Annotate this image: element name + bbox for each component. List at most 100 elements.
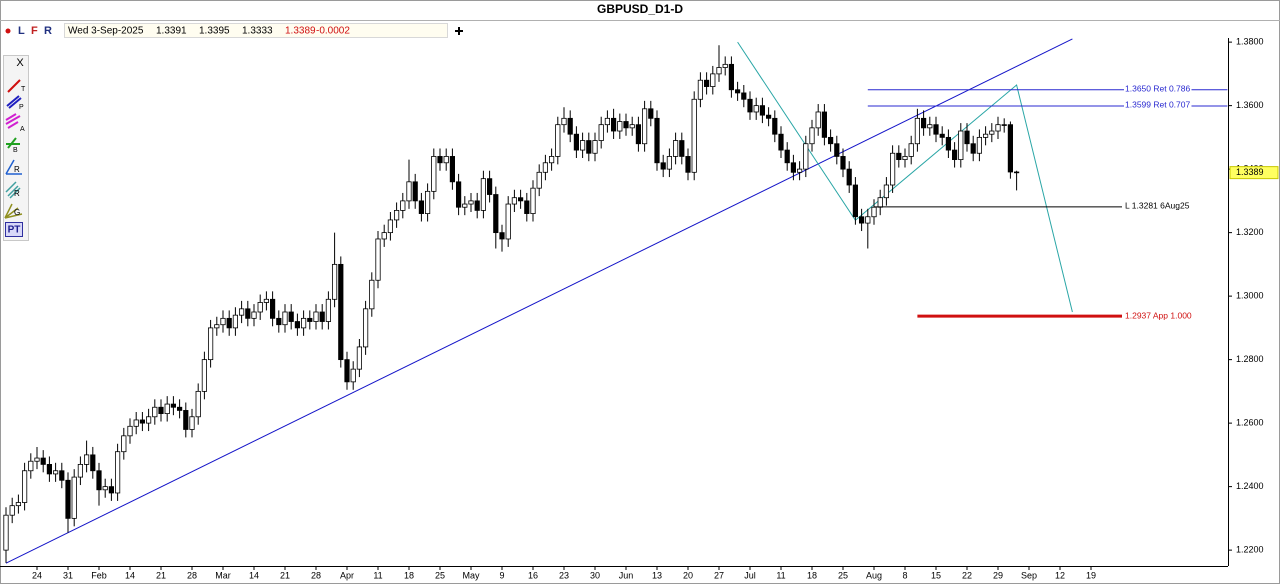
candle-body bbox=[319, 311, 325, 322]
x-tick-label: 16 bbox=[528, 570, 538, 580]
window-title: GBPUSD_D1-D bbox=[597, 2, 683, 16]
y-tick-label: 1.2200 bbox=[1236, 545, 1264, 555]
plot-area bbox=[3, 38, 1228, 564]
candle-body bbox=[803, 143, 809, 170]
tool-icon[interactable] bbox=[5, 181, 21, 199]
x-tick-label: 25 bbox=[435, 570, 445, 580]
x-tick-label: 11 bbox=[373, 570, 382, 580]
candle-body bbox=[288, 311, 294, 322]
candle-body bbox=[809, 127, 815, 145]
candle-body bbox=[542, 162, 549, 173]
candle-body bbox=[263, 298, 270, 303]
level-label: L 1.3281 6Aug25 bbox=[1125, 201, 1190, 211]
candle-body bbox=[356, 346, 363, 370]
x-tick-label: 23 bbox=[559, 570, 569, 580]
level-label: 1.3650 Ret 0.786 bbox=[1125, 84, 1190, 94]
candle-body bbox=[815, 111, 821, 129]
y-tick-label: 1.2800 bbox=[1236, 354, 1264, 364]
candle-body bbox=[902, 156, 908, 161]
candle-body bbox=[139, 419, 145, 424]
x-tick-label: Mar bbox=[215, 570, 231, 580]
candle-body bbox=[486, 178, 493, 195]
candle-body bbox=[455, 181, 462, 208]
candle-body bbox=[176, 406, 183, 411]
candle-body bbox=[784, 149, 790, 164]
candle-body bbox=[945, 136, 952, 151]
y-tick-label: 1.3600 bbox=[1236, 100, 1264, 110]
candle-body bbox=[666, 156, 673, 170]
candle-body bbox=[431, 156, 437, 192]
x-tick-label: 25 bbox=[838, 570, 848, 580]
candle-body bbox=[201, 359, 207, 392]
add-button[interactable] bbox=[455, 27, 463, 35]
x-tick-label: Apr bbox=[340, 570, 354, 580]
candle-body bbox=[821, 111, 828, 138]
trendline bbox=[737, 41, 1073, 313]
candle-body bbox=[952, 149, 958, 161]
toolbar-button[interactable]: F bbox=[31, 25, 38, 37]
x-tick-label: Jul bbox=[744, 570, 756, 580]
candle-body bbox=[46, 464, 53, 475]
level-label-bg bbox=[1124, 200, 1191, 211]
info-box bbox=[64, 23, 448, 38]
toolbar-close[interactable]: X bbox=[16, 57, 24, 69]
candle-body bbox=[424, 190, 431, 214]
tool-label[interactable]: G bbox=[14, 208, 20, 217]
candle-body bbox=[493, 194, 499, 234]
candle-body bbox=[834, 143, 840, 157]
candle-body bbox=[15, 502, 22, 507]
candle-body bbox=[908, 143, 914, 157]
candle-body bbox=[790, 162, 797, 173]
candle-body bbox=[220, 317, 226, 326]
tool-icon[interactable] bbox=[6, 95, 22, 109]
tool-label[interactable]: P bbox=[19, 104, 24, 111]
candle-body bbox=[158, 406, 164, 415]
tool-label[interactable]: A bbox=[20, 126, 25, 133]
candle-body bbox=[282, 311, 288, 326]
x-tick-label: 29 bbox=[993, 570, 1003, 580]
candle-body bbox=[77, 464, 83, 478]
candle-body bbox=[772, 117, 778, 135]
candle-body bbox=[207, 327, 214, 361]
candle-body bbox=[983, 133, 989, 138]
tool-icon[interactable] bbox=[5, 222, 23, 237]
tool-icon[interactable] bbox=[5, 159, 22, 175]
tool-label[interactable]: R bbox=[14, 165, 20, 174]
x-tick-label: 21 bbox=[280, 570, 290, 580]
candle-body bbox=[214, 324, 220, 329]
candle-body bbox=[580, 140, 586, 151]
candle-body bbox=[418, 200, 425, 214]
candle-body bbox=[716, 67, 722, 75]
candle-body bbox=[536, 171, 542, 189]
tool-label[interactable]: PT bbox=[8, 225, 21, 236]
y-tick-label: 1.2400 bbox=[1236, 481, 1264, 491]
level-label: 1.3599 Ret 0.707 bbox=[1125, 100, 1190, 110]
candle-body bbox=[896, 152, 902, 161]
candle-body bbox=[939, 133, 945, 138]
x-tick-label: 11 bbox=[776, 570, 785, 580]
candle-body bbox=[530, 187, 536, 214]
tool-icon[interactable] bbox=[4, 203, 23, 219]
candle-body bbox=[238, 308, 245, 316]
tool-label[interactable]: B bbox=[13, 147, 18, 154]
tool-label[interactable]: T bbox=[21, 86, 26, 93]
candle-body bbox=[871, 206, 877, 218]
toolbar-button[interactable]: L bbox=[18, 25, 25, 37]
x-tick-label: Aug bbox=[866, 570, 882, 580]
candle-body bbox=[933, 124, 939, 135]
tool-icon[interactable] bbox=[7, 79, 21, 93]
tool-label[interactable]: R bbox=[14, 189, 20, 198]
candle-body bbox=[115, 451, 121, 494]
candle-body bbox=[3, 514, 9, 551]
tool-icon[interactable] bbox=[5, 113, 21, 129]
candle-body bbox=[852, 184, 859, 218]
toolbar-button[interactable]: R bbox=[44, 25, 52, 37]
x-tick-label: 24 bbox=[32, 570, 42, 580]
candle-body bbox=[65, 479, 71, 519]
candle-body bbox=[251, 311, 257, 319]
candle-body bbox=[313, 311, 319, 322]
candle-body bbox=[511, 197, 518, 205]
tool-icon[interactable] bbox=[6, 137, 20, 149]
x-tick-label: 18 bbox=[404, 570, 414, 580]
